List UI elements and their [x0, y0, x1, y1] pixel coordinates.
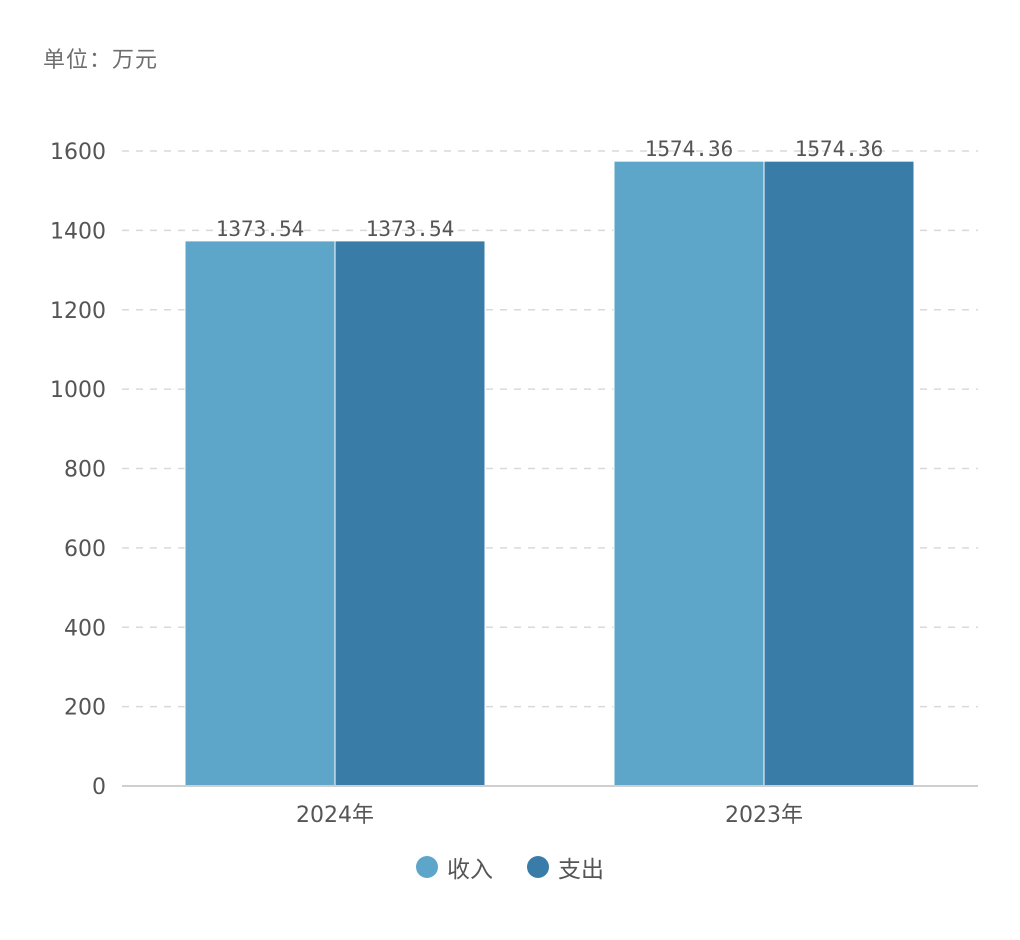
legend-label: 支出 [558, 857, 604, 883]
y-tick-label: 1600 [50, 140, 106, 165]
unit-label: 单位：万元 [43, 48, 159, 73]
y-tick-label: 0 [92, 775, 106, 800]
data-label: 1373.54 [366, 217, 455, 241]
bars [184, 160, 915, 787]
legend-marker [416, 856, 438, 878]
bar-收入-2023年 [613, 160, 765, 787]
y-axis-ticks: 0 200 400 600 800 1000 1200 1400 1600 [50, 140, 106, 800]
bar-支出-2023年 [763, 160, 915, 787]
bar-支出-2024年 [334, 240, 486, 787]
x-tick-label: 2023年 [725, 803, 803, 828]
x-tick-label: 2024年 [296, 803, 374, 828]
y-tick-label: 1000 [50, 378, 106, 403]
data-label: 1373.54 [216, 217, 305, 241]
legend-marker [527, 856, 549, 878]
bar-收入-2024年 [184, 240, 336, 787]
y-tick-label: 1400 [50, 219, 106, 244]
y-tick-label: 200 [64, 696, 106, 721]
data-labels: 1373.54 1373.54 1574.36 1574.36 [216, 137, 884, 241]
legend-item[interactable]: 收入 [416, 850, 493, 884]
y-tick-label: 800 [64, 458, 106, 483]
legend: 收入 支出 [0, 850, 1020, 884]
data-label: 1574.36 [645, 137, 734, 161]
y-tick-label: 400 [64, 616, 106, 641]
y-tick-label: 600 [64, 537, 106, 562]
data-label: 1574.36 [795, 137, 884, 161]
legend-label: 收入 [447, 857, 493, 883]
y-tick-label: 1200 [50, 299, 106, 324]
legend-item[interactable]: 支出 [527, 850, 604, 884]
x-axis: 2024年 2023年 [122, 785, 978, 828]
